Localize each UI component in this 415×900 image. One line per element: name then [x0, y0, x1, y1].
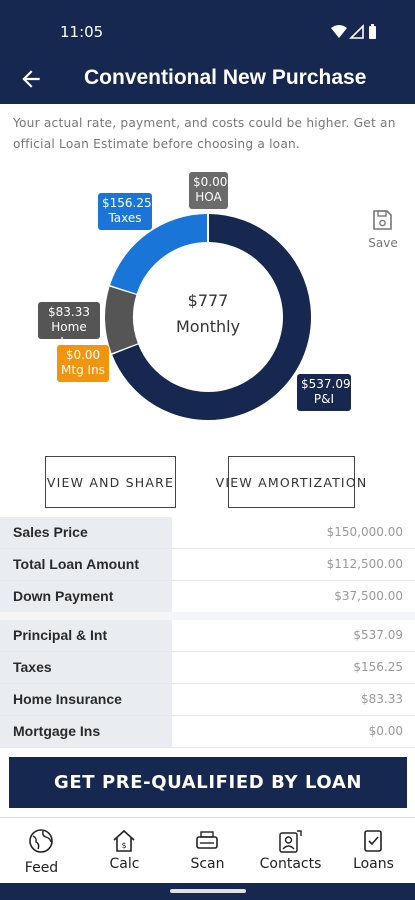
donut-slice-taxes — [110, 214, 208, 295]
back-arrow-icon[interactable] — [18, 66, 44, 92]
label-mtg-ins: $0.00 Mtg Ins — [57, 345, 109, 382]
nav-scan-label: Scan — [190, 856, 225, 872]
section-divider — [0, 612, 415, 620]
svg-text:$: $ — [121, 841, 126, 850]
system-gesture-bar — [0, 883, 415, 900]
loan-document-icon — [364, 830, 382, 852]
status-bar: 11:05 — [0, 0, 415, 56]
row-value: $112,500.00 — [326, 557, 403, 571]
status-icons — [331, 24, 376, 39]
page-title: Conventional New Purchase — [84, 66, 367, 89]
row-value: $83.33 — [361, 692, 403, 706]
row-label: Down Payment — [0, 581, 172, 612]
battery-icon — [369, 26, 376, 39]
row-label: Taxes — [0, 652, 172, 683]
donut-slice-p-i — [112, 214, 311, 420]
label-pi: $537.09 P&I — [297, 374, 351, 411]
row-label: Sales Price — [0, 517, 172, 548]
row-value: $156.25 — [353, 660, 403, 674]
home-ins-amount: $83.33 — [48, 305, 90, 319]
nav-loans-label: Loans — [353, 856, 394, 872]
taxes-name: Taxes — [108, 211, 142, 225]
table-row: Total Loan Amount $112,500.00 — [0, 549, 415, 581]
view-amortization-button[interactable]: VIEW AMORTIZATION — [216, 456, 366, 508]
table-row: Sales Price $150,000.00 — [0, 517, 415, 549]
row-label: Home Insurance — [0, 684, 172, 715]
view-and-share-button[interactable]: VIEW AND SHARE — [45, 456, 176, 508]
house-calc-icon: $ — [113, 829, 135, 852]
label-home-ins: $83.33 Home Ins — [38, 302, 100, 349]
monthly-payment-donut-chart — [105, 213, 311, 420]
bottom-navigation: Feed $ Calc Scan Contacts Loans — [0, 817, 415, 883]
table-row: Mortgage Ins $0.00 — [0, 716, 415, 748]
nav-feed[interactable]: Feed — [0, 818, 83, 884]
disclaimer-text: Your actual rate, payment, and costs cou… — [13, 116, 396, 151]
monthly-label: Monthly — [175, 317, 241, 336]
home-indicator[interactable] — [170, 889, 246, 893]
scanner-icon — [196, 831, 218, 849]
nav-loans[interactable]: Loans — [332, 818, 415, 884]
nav-scan[interactable]: Scan — [166, 818, 249, 884]
wifi-icon — [331, 25, 347, 38]
save-icon[interactable] — [370, 208, 394, 232]
table-row: Principal & Int $537.09 — [0, 620, 415, 652]
row-value: $37,500.00 — [334, 589, 403, 603]
app-bar: Conventional New Purchase — [0, 56, 415, 104]
nav-contacts-label: Contacts — [259, 856, 322, 872]
mtg-ins-amount: $0.00 — [65, 348, 101, 362]
table-row: Home Insurance $83.33 — [0, 684, 415, 716]
mtg-ins-name: Mtg Ins — [61, 363, 105, 377]
hoa-name: HOA — [195, 190, 222, 204]
row-value: $537.09 — [353, 628, 403, 642]
row-label: Mortgage Ins — [0, 716, 172, 747]
save-label[interactable]: Save — [368, 236, 398, 250]
label-taxes: $156.25 Taxes — [98, 193, 152, 230]
nav-calc[interactable]: $ Calc — [83, 818, 166, 884]
table-row: Taxes $156.25 — [0, 652, 415, 684]
nav-contacts[interactable]: Contacts — [249, 818, 332, 884]
nav-feed-label: Feed — [24, 860, 59, 876]
signal-icon — [349, 24, 364, 39]
row-value: $0.00 — [368, 724, 403, 738]
table-row: Down Payment $37,500.00 — [0, 581, 415, 613]
nav-calc-label: Calc — [109, 856, 140, 872]
payment-breakdown-table: Principal & Int $537.09 Taxes $156.25 Ho… — [0, 620, 415, 748]
taxes-amount: $156.25 — [102, 196, 152, 210]
get-pre-qualified-button[interactable]: GET PRE-QUALIFIED BY LOAN — [9, 757, 407, 808]
pi-name: P&I — [313, 392, 335, 406]
row-label: Principal & Int — [0, 620, 172, 651]
globe-icon — [29, 829, 53, 853]
pi-amount: $537.09 — [301, 377, 351, 391]
contacts-icon — [279, 830, 302, 853]
loan-summary-table: Sales Price $150,000.00 Total Loan Amoun… — [0, 517, 415, 613]
row-value: $150,000.00 — [326, 525, 403, 539]
monthly-total: $777 — [187, 291, 229, 310]
row-label: Total Loan Amount — [0, 549, 172, 580]
donut-slice-home-ins — [105, 286, 138, 354]
status-time: 11:05 — [60, 23, 104, 41]
hoa-amount: $0.00 — [193, 175, 228, 189]
label-hoa: $0.00 HOA — [189, 172, 228, 209]
